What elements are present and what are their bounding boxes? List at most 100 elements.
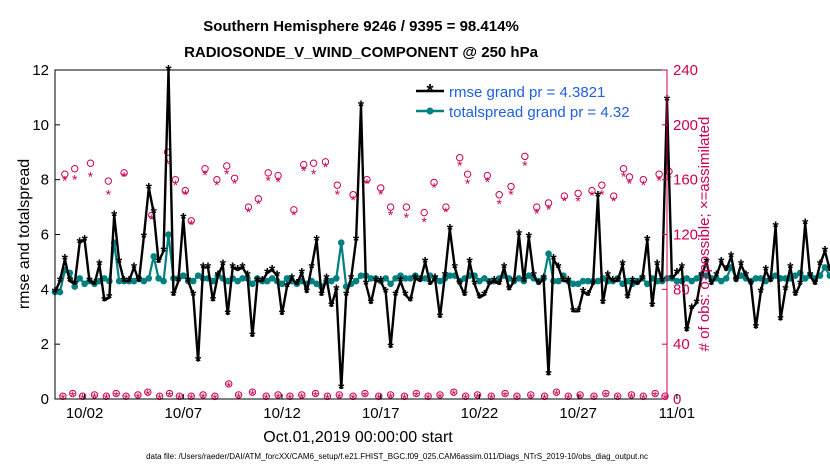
totalspread-point — [722, 275, 730, 282]
rmse-point: * — [387, 340, 394, 357]
rmse-point: * — [590, 277, 597, 294]
obs-possible-point — [120, 169, 128, 177]
rmse-point: * — [669, 271, 676, 288]
obs-possible-point — [335, 391, 343, 399]
rmse-point: * — [121, 274, 128, 291]
rmse-point: * — [540, 271, 547, 288]
totalspread-point — [717, 277, 725, 285]
rmse-point: * — [294, 277, 301, 294]
rmse-point: * — [318, 288, 325, 305]
totalspread-point — [224, 277, 232, 285]
rmse-point: * — [689, 302, 696, 319]
totalspread-point — [283, 275, 291, 282]
obs-possible-point — [574, 189, 582, 198]
y2-tick-label: 240 — [673, 62, 698, 79]
obs-possible-point — [533, 203, 541, 211]
totalspread-point — [337, 239, 345, 247]
rmse-point: * — [151, 206, 158, 223]
rmse-point: * — [101, 293, 108, 310]
x-axis-label: Oct.01,2019 00:00:00 start — [263, 429, 453, 446]
totalspread-point — [189, 277, 197, 285]
obs-assimilated-point: * — [362, 388, 368, 404]
obs-possible-point — [86, 159, 95, 167]
rmse-point: * — [629, 274, 636, 291]
rmse-point: * — [225, 307, 232, 324]
y-tick-label: 10 — [32, 117, 49, 134]
obs-assimilated-point: * — [236, 389, 242, 405]
rmse-point: * — [457, 277, 464, 294]
obs-assimilated-point: * — [656, 173, 662, 189]
obs-assimilated-point: * — [167, 388, 173, 404]
totalspread-point — [407, 275, 414, 282]
obs-possible-point — [187, 217, 195, 225]
obs-possible-point — [430, 178, 438, 187]
rmse-point: * — [284, 280, 291, 297]
obs-assimilated-point: * — [70, 388, 76, 404]
obs-possible-point — [602, 389, 610, 398]
obs-assimilated-point: * — [135, 389, 141, 405]
x-tick-label: 10/07 — [165, 405, 203, 422]
obs-possible-point — [544, 199, 553, 207]
rmse-point: * — [442, 269, 449, 286]
obs-possible-point — [199, 391, 207, 399]
obs-assimilated-point: * — [599, 186, 605, 202]
totalspread-point — [352, 277, 360, 285]
rmse-point: * — [452, 260, 459, 277]
rmse-point: * — [215, 269, 222, 286]
totalspread-point — [525, 272, 533, 279]
rmse-point: * — [812, 277, 819, 294]
rmse-point: * — [817, 258, 824, 275]
rmse-point: * — [392, 288, 399, 305]
totalspread-point — [382, 275, 389, 282]
obs-assimilated-point: * — [364, 175, 370, 191]
obs-assimilated-point: * — [414, 388, 420, 404]
obs-assimilated-point: * — [475, 389, 481, 405]
y2-axis-label: # of obs: o=possible; ×=assimilated — [696, 117, 713, 352]
rmse-point: * — [180, 211, 187, 228]
obs-assimilated-point: * — [577, 389, 583, 405]
rmse-point: * — [679, 260, 686, 277]
obs-assimilated-point: * — [621, 169, 627, 185]
obs-assimilated-point: * — [502, 388, 508, 404]
totalspread-point — [263, 277, 271, 285]
obs-assimilated-point: * — [437, 389, 443, 405]
rmse-point: * — [165, 63, 172, 80]
rmse-point: * — [269, 263, 276, 280]
rmse-point: * — [249, 329, 256, 346]
obs-assimilated-point: * — [226, 378, 232, 394]
obs-assimilated-point: * — [443, 204, 449, 220]
obs-assimilated-point: * — [421, 214, 427, 230]
rmse-point: * — [146, 181, 153, 198]
obs-assimilated-point: * — [378, 186, 384, 202]
rmse-point: * — [111, 208, 118, 225]
totalspread-point — [268, 275, 276, 282]
rmse-point: * — [368, 296, 375, 313]
y-tick-label: 6 — [41, 227, 49, 244]
rmse-point: * — [407, 293, 414, 310]
rmse-point: * — [615, 274, 622, 291]
rmse-point: * — [772, 219, 779, 236]
rmse-point: * — [733, 274, 740, 291]
rmse-point: * — [353, 233, 360, 250]
rmse-point: * — [67, 274, 74, 291]
rmse-point: * — [768, 274, 775, 291]
obs-possible-point — [463, 170, 472, 178]
obs-assimilated-point: * — [554, 387, 560, 403]
rmse-point: * — [545, 367, 552, 384]
obs-possible-point — [225, 380, 233, 388]
totalspread-point — [555, 277, 562, 285]
rmse-point: * — [72, 277, 79, 294]
obs-assimilated-point: * — [611, 193, 617, 209]
obs-assimilated-point: * — [431, 180, 437, 196]
obs-assimilated-point: * — [72, 171, 78, 187]
rmse-point: * — [447, 222, 454, 239]
obs-possible-point — [230, 174, 239, 182]
rmse-point: * — [659, 274, 666, 291]
obs-possible-point — [171, 175, 180, 184]
rmse-point: * — [560, 274, 567, 291]
rmse-point: * — [333, 282, 340, 299]
rmse-point: * — [363, 277, 370, 294]
legend-rmse-label: rmse grand pr = 4.3821 — [449, 84, 605, 101]
obs-assimilated-point: * — [232, 175, 238, 191]
